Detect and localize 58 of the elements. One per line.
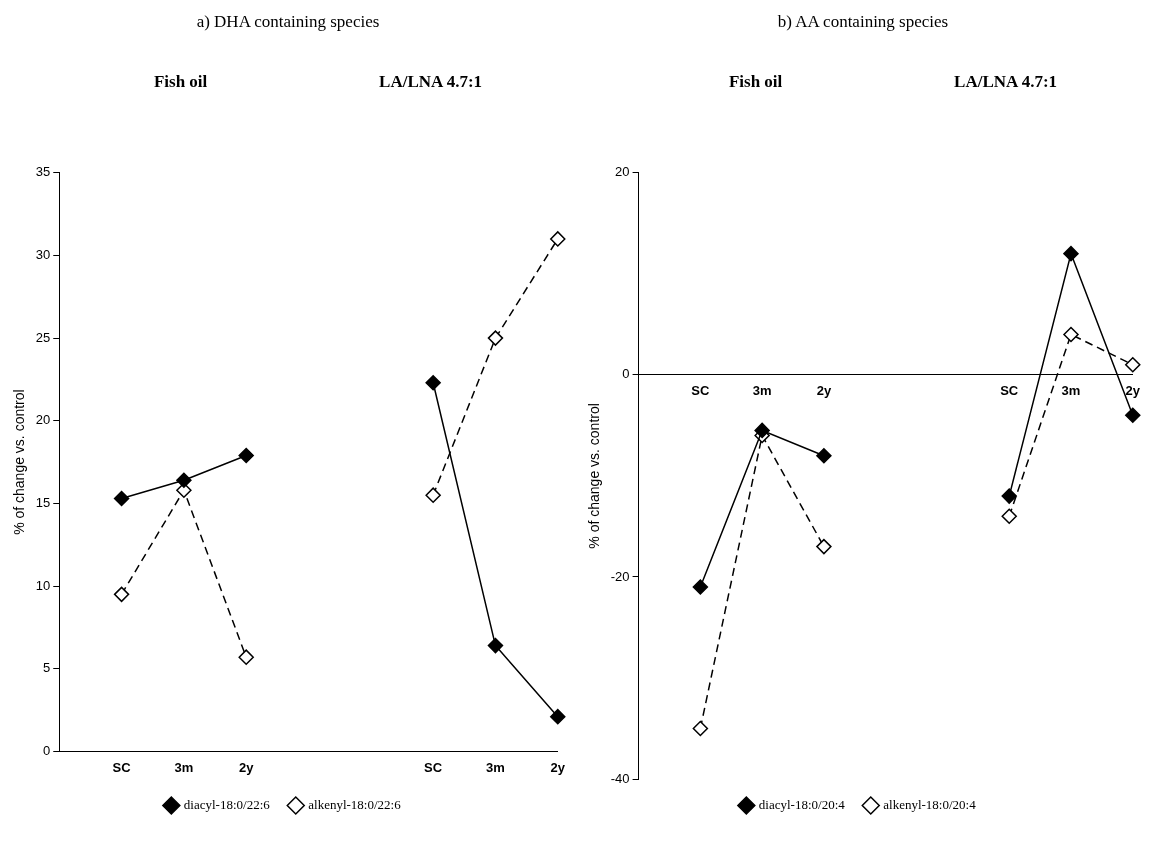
chart-title: a) DHA containing species: [195, 11, 381, 33]
y-tick-label: 25: [35, 329, 51, 345]
y-tick-label: 5: [43, 660, 51, 676]
point: [550, 708, 566, 725]
y-tick-label: -40: [610, 770, 630, 786]
legend-label: diacyl-18:0/20:4: [758, 796, 846, 812]
point: [754, 422, 770, 439]
y-tick-label: 30: [35, 247, 51, 263]
point: [692, 720, 709, 737]
x-tick-label: 2y: [1125, 383, 1141, 399]
y-tick-label: 15: [35, 495, 51, 511]
x-tick-label: 2y: [238, 759, 255, 775]
point: [176, 472, 192, 489]
x-tick-label: 3m: [1061, 383, 1081, 399]
point: [425, 487, 441, 503]
point: [1063, 245, 1079, 262]
y-tick-label: 35: [35, 164, 51, 180]
point: [816, 538, 832, 555]
text: Fish oil: [153, 72, 208, 93]
y-tick-label: 20: [35, 412, 51, 428]
y-axis-title: % of change vs. control: [586, 403, 603, 549]
y-tick-label: 10: [35, 577, 51, 593]
point: [238, 447, 254, 464]
point: [1125, 407, 1141, 424]
y-tick-label: -20: [610, 568, 630, 584]
point: [550, 231, 566, 247]
x-tick-label: SC: [691, 383, 710, 399]
y-tick-label: 20: [615, 164, 630, 180]
legend-label: alkenyl-18:0/22:6: [308, 796, 402, 812]
point: [238, 649, 254, 665]
point: [692, 579, 709, 595]
x-tick-label: 2y: [550, 759, 566, 775]
legend-label: diacyl-18:0/22:6: [183, 796, 271, 812]
x-tick-label: 3m: [174, 759, 194, 775]
text: LA/LNA 4.7:1: [954, 72, 1058, 93]
x-tick-label: SC: [424, 759, 443, 775]
text: Fish oil: [728, 72, 783, 93]
point: [487, 637, 504, 654]
x-tick-label: 2y: [816, 383, 832, 399]
chart-title: b) AA containing species: [776, 11, 950, 33]
y-tick-label: 0: [43, 742, 51, 758]
point: [487, 330, 504, 346]
point: [113, 490, 130, 507]
x-tick-label: 3m: [752, 383, 772, 399]
point: [1063, 326, 1079, 343]
legend-label: alkenyl-18:0/20:4: [883, 796, 977, 812]
point: [425, 375, 441, 391]
point: [1001, 488, 1017, 504]
x-tick-label: 3m: [486, 759, 505, 775]
point: [1001, 508, 1017, 525]
text: LA/LNA 4.7:1: [379, 72, 483, 93]
y-axis-title: % of change vs. control: [11, 389, 28, 535]
x-tick-label: SC: [1000, 383, 1019, 399]
point: [816, 447, 832, 464]
x-tick-label: SC: [112, 759, 132, 775]
point: [113, 586, 130, 603]
point: [1125, 357, 1141, 373]
y-tick-label: 0: [622, 366, 630, 382]
